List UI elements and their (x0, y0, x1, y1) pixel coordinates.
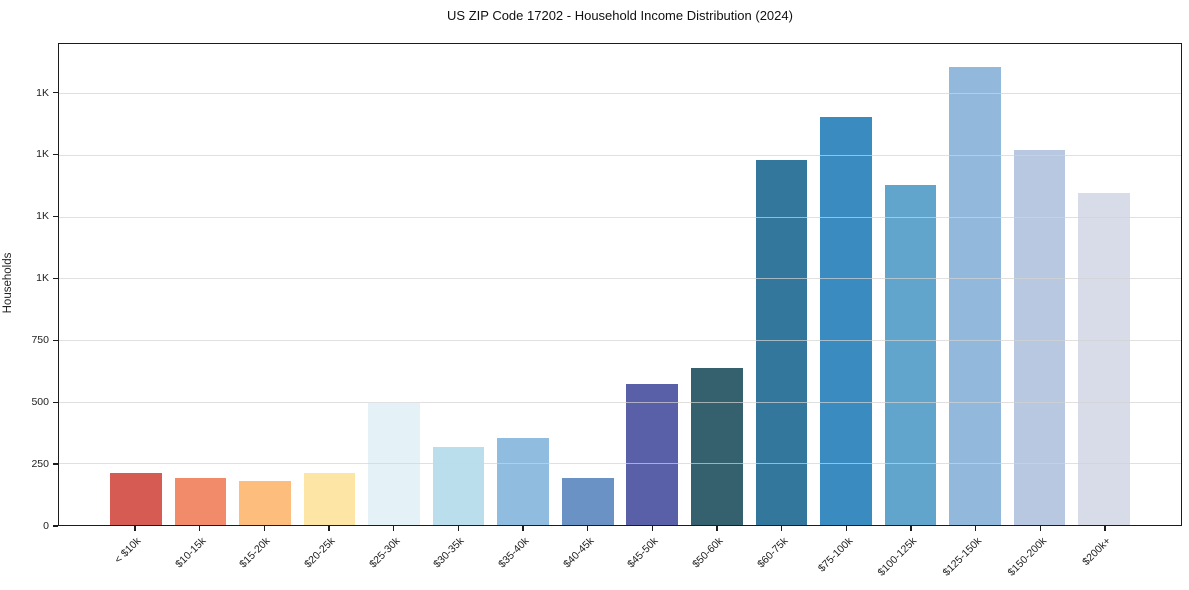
bar-7 (561, 478, 614, 525)
bar-13 (949, 67, 1001, 525)
x-tick-mark (522, 526, 524, 531)
x-tick-mark (134, 526, 136, 531)
x-tick-label: $10-15k (172, 535, 209, 571)
y-tick-label: 500 (31, 396, 49, 409)
x-tick-label: $15-20k (237, 535, 273, 571)
plot-area (58, 43, 1182, 526)
x-tick-label: $35-40k (496, 535, 532, 571)
x-tick-mark (587, 526, 589, 531)
y-tick-mark (53, 463, 58, 465)
y-tick-mark (53, 339, 58, 341)
x-tick-mark (1104, 526, 1106, 531)
x-tick-mark (975, 526, 977, 531)
y-tick-label: 1K (36, 148, 49, 161)
chart-title: US ZIP Code 17202 - Household Income Dis… (447, 8, 793, 23)
y-tick-label: 0 (43, 520, 49, 532)
bar-6 (497, 438, 549, 525)
x-tick-label: $20-25k (302, 535, 338, 571)
bar-11 (820, 116, 872, 525)
y-tick-label: 250 (31, 458, 49, 471)
y-tick-mark (53, 277, 58, 279)
x-tick-label: < $10k (112, 535, 144, 566)
bar-4 (368, 402, 420, 525)
y-tick-mark (53, 91, 58, 94)
bar-10 (755, 160, 808, 525)
x-tick-label: $40-45k (560, 535, 597, 571)
x-tick-label: $125-150k (940, 535, 985, 579)
x-tick-mark (781, 526, 783, 531)
x-tick-label: $100-125k (875, 535, 920, 579)
x-tick-mark (457, 526, 459, 531)
y-tick-label: 1K (36, 210, 49, 223)
x-tick-label: $30-35k (431, 535, 467, 571)
y-tick-label: 1K (36, 86, 49, 99)
bar-9 (691, 368, 743, 525)
y-tick-mark (53, 401, 58, 403)
bars-layer (59, 44, 1181, 525)
x-tick-mark (199, 526, 201, 531)
y-tick-mark (53, 215, 58, 217)
bar-1 (174, 478, 227, 525)
x-tick-label: $75-100k (815, 535, 855, 575)
x-tick-mark (651, 526, 653, 531)
x-tick-label: $200k+ (1080, 535, 1114, 569)
bar-12 (884, 184, 937, 525)
bar-15 (1078, 193, 1130, 525)
bar-8 (626, 383, 679, 525)
bar-5 (432, 447, 485, 525)
x-tick-label: $45-50k (625, 535, 661, 571)
x-tick-mark (263, 526, 265, 531)
y-tick-mark (53, 525, 58, 527)
x-tick-mark (716, 526, 718, 531)
bar-0 (110, 473, 162, 525)
x-tick-label: $50-60k (690, 535, 726, 571)
y-tick-mark (53, 153, 58, 156)
x-tick-mark (1039, 526, 1041, 531)
x-tick-label: $150-200k (1005, 535, 1049, 579)
x-axis: < $10k $10-15k $15-20k $20-25k $25-30k $30-35… (58, 526, 1182, 590)
y-tick-label: 1K (36, 272, 49, 285)
bar-2 (239, 481, 291, 525)
x-tick-mark (328, 526, 330, 531)
x-tick-mark (393, 526, 395, 531)
y-tick-label: 750 (31, 334, 49, 347)
x-tick-label: $60-75k (754, 535, 791, 571)
x-tick-label: $25-30k (366, 535, 403, 571)
x-tick-mark (910, 526, 912, 531)
y-axis: 0 250 500 750 1K 1K 1K 1K (0, 43, 58, 532)
bar-14 (1013, 149, 1066, 525)
bar-3 (303, 473, 356, 525)
x-tick-mark (845, 526, 847, 531)
